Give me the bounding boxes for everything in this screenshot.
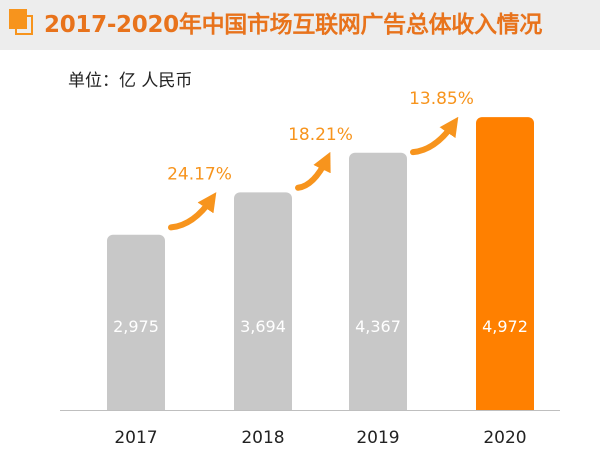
x-tick-label: 2020 [483,428,526,448]
chart-title: 2017-2020年中国市场互联网广告总体收入情况 [44,12,543,38]
bar-value-label: 3,694 [240,317,286,336]
growth-arrow [295,151,331,191]
title-band: 2017-2020年中国市场互联网广告总体收入情况 [0,0,600,50]
growth-rate-label: 13.85% [409,89,474,109]
x-tick-label: 2019 [356,428,399,448]
bar-value-label: 2,975 [113,317,159,336]
title-square-icon [9,9,33,35]
bar-value-label: 4,367 [355,317,401,336]
growth-arrow [410,116,459,156]
x-tick-label: 2017 [114,428,157,448]
unit-label: 单位：亿 人民币 [68,71,193,91]
baseline-mask [60,411,560,419]
bar-2019 [349,152,407,417]
growth-arrow [168,192,217,231]
bar-value-label: 4,972 [482,317,528,336]
bar-2018 [234,192,292,416]
bar-2020 [476,117,534,416]
growth-rate-label: 24.17% [167,164,232,184]
growth-rate-label: 18.21% [288,125,353,145]
bar-2017 [107,234,165,416]
x-tick-label: 2018 [241,428,284,448]
